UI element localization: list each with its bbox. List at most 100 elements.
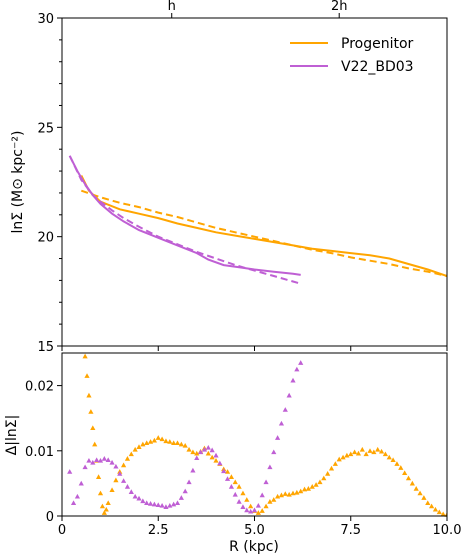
residual-point-progenitor bbox=[95, 474, 102, 479]
residual-point-v22 bbox=[232, 491, 238, 497]
series-line-v22-dashed bbox=[68, 155, 301, 285]
residual-point-progenitor bbox=[155, 435, 161, 440]
residual-point-progenitor bbox=[151, 437, 157, 443]
residual-point-progenitor bbox=[390, 457, 396, 463]
residual-point-v22 bbox=[105, 457, 111, 463]
residual-point-v22 bbox=[70, 500, 77, 506]
residual-point-progenitor bbox=[344, 452, 350, 458]
residual-point-v22 bbox=[271, 449, 277, 455]
residual-point-v22 bbox=[90, 459, 96, 465]
residual-point-v22 bbox=[240, 504, 246, 509]
bottom-xtick-label: 0 bbox=[58, 523, 66, 538]
residual-point-v22 bbox=[275, 435, 281, 440]
residual-point-v22 bbox=[194, 455, 200, 461]
residual-point-progenitor bbox=[103, 506, 109, 512]
residual-point-v22 bbox=[201, 446, 208, 452]
residual-point-progenitor bbox=[209, 454, 215, 460]
residual-point-progenitor bbox=[244, 497, 250, 502]
residual-point-progenitor bbox=[97, 490, 104, 496]
bottom-panel: 0 0.01 0.02 0 2.5 5.0 7.5 10.0 Δ|lnΣ| R (kpc) bbox=[4, 346, 461, 555]
residual-point-progenitor bbox=[313, 482, 319, 487]
residual-point-progenitor bbox=[421, 495, 427, 500]
residual-point-progenitor bbox=[359, 446, 365, 452]
residual-point-progenitor bbox=[340, 454, 346, 460]
residual-point-progenitor bbox=[348, 451, 354, 457]
residual-point-progenitor bbox=[82, 353, 88, 359]
bottom-panel-frame bbox=[61, 352, 448, 517]
bottom-ytick-label: 0.01 bbox=[25, 445, 54, 460]
bottom-xtick-label: 7.5 bbox=[340, 523, 361, 538]
residual-point-progenitor bbox=[159, 436, 165, 442]
residual-point-progenitor bbox=[375, 446, 381, 452]
series-line-progenitor-solid bbox=[80, 174, 447, 277]
top-panel-yticks: 15 20 25 30 bbox=[37, 12, 62, 355]
residual-point-progenitor bbox=[309, 484, 315, 489]
residual-point-progenitor bbox=[405, 475, 412, 481]
residual-point-v22 bbox=[205, 444, 211, 450]
residual-point-progenitor bbox=[124, 456, 131, 461]
residual-point-v22 bbox=[213, 452, 219, 458]
residual-point-progenitor bbox=[328, 465, 335, 471]
residual-point-v22 bbox=[136, 495, 142, 501]
bottom-panel-xlabel: R (kpc) bbox=[229, 539, 279, 555]
residual-point-v22 bbox=[244, 507, 250, 513]
residual-point-progenitor bbox=[432, 506, 439, 512]
residual-point-progenitor bbox=[440, 511, 446, 517]
bottom-panel-yticks: 0 0.01 0.02 bbox=[25, 380, 62, 525]
residual-point-progenitor bbox=[255, 510, 261, 515]
bottom-xtick-label: 2.5 bbox=[148, 523, 169, 538]
residual-point-progenitor bbox=[182, 442, 188, 448]
residual-point-progenitor bbox=[136, 444, 142, 449]
residual-point-v22 bbox=[298, 360, 304, 365]
residual-point-progenitor bbox=[109, 487, 115, 492]
residual-point-v22 bbox=[174, 500, 181, 506]
residual-point-progenitor bbox=[132, 446, 138, 452]
residual-point-progenitor bbox=[429, 503, 435, 509]
residual-point-v22 bbox=[155, 502, 161, 507]
residual-point-v22 bbox=[82, 464, 88, 470]
residual-point-progenitor bbox=[409, 480, 415, 486]
bottom-panel-xticks: 0 2.5 5.0 7.5 10.0 bbox=[58, 346, 461, 538]
bottom-panel-series bbox=[67, 353, 447, 517]
residual-point-progenitor bbox=[228, 474, 234, 479]
top-panel-series bbox=[68, 155, 447, 285]
residual-point-v22 bbox=[109, 459, 115, 465]
residual-point-progenitor bbox=[194, 450, 200, 456]
residual-point-v22 bbox=[182, 488, 188, 494]
residual-point-v22 bbox=[101, 456, 107, 461]
residual-point-progenitor bbox=[286, 491, 292, 497]
residual-point-progenitor bbox=[294, 489, 300, 495]
residual-point-v22 bbox=[128, 489, 134, 494]
top-axis-tick-label: h bbox=[168, 0, 176, 14]
residual-point-progenitor bbox=[236, 484, 242, 489]
residual-point-progenitor bbox=[325, 471, 331, 476]
residual-point-v22 bbox=[251, 507, 258, 513]
residual-point-progenitor bbox=[413, 486, 419, 491]
residual-point-v22 bbox=[217, 460, 223, 466]
residual-point-v22 bbox=[221, 468, 227, 474]
residual-point-v22 bbox=[290, 377, 296, 383]
top-ytick-label: 30 bbox=[37, 12, 54, 27]
residual-point-progenitor bbox=[305, 486, 311, 491]
residual-point-progenitor bbox=[147, 439, 154, 444]
residual-point-progenitor bbox=[363, 451, 369, 457]
residual-point-progenitor bbox=[99, 503, 106, 509]
residual-point-progenitor bbox=[436, 509, 442, 515]
residual-point-v22 bbox=[248, 508, 254, 514]
residual-point-v22 bbox=[236, 499, 242, 504]
residual-point-progenitor bbox=[240, 490, 246, 496]
residual-point-progenitor bbox=[425, 500, 431, 506]
residual-point-progenitor bbox=[171, 440, 177, 446]
top-panel: 15 20 25 30 h 2h lnΣ (M⊙ kpc⁻²) Progenitor V… bbox=[10, 0, 448, 355]
residual-point-v22 bbox=[140, 498, 146, 504]
residual-point-progenitor bbox=[101, 510, 107, 515]
residual-point-progenitor bbox=[174, 440, 181, 446]
residual-point-v22 bbox=[113, 463, 119, 469]
residual-point-progenitor bbox=[248, 503, 254, 509]
residual-point-v22 bbox=[159, 502, 165, 508]
residual-point-v22 bbox=[178, 495, 184, 500]
residual-point-progenitor bbox=[398, 465, 404, 470]
residual-point-progenitor bbox=[402, 470, 408, 476]
residual-point-v22 bbox=[78, 480, 84, 486]
